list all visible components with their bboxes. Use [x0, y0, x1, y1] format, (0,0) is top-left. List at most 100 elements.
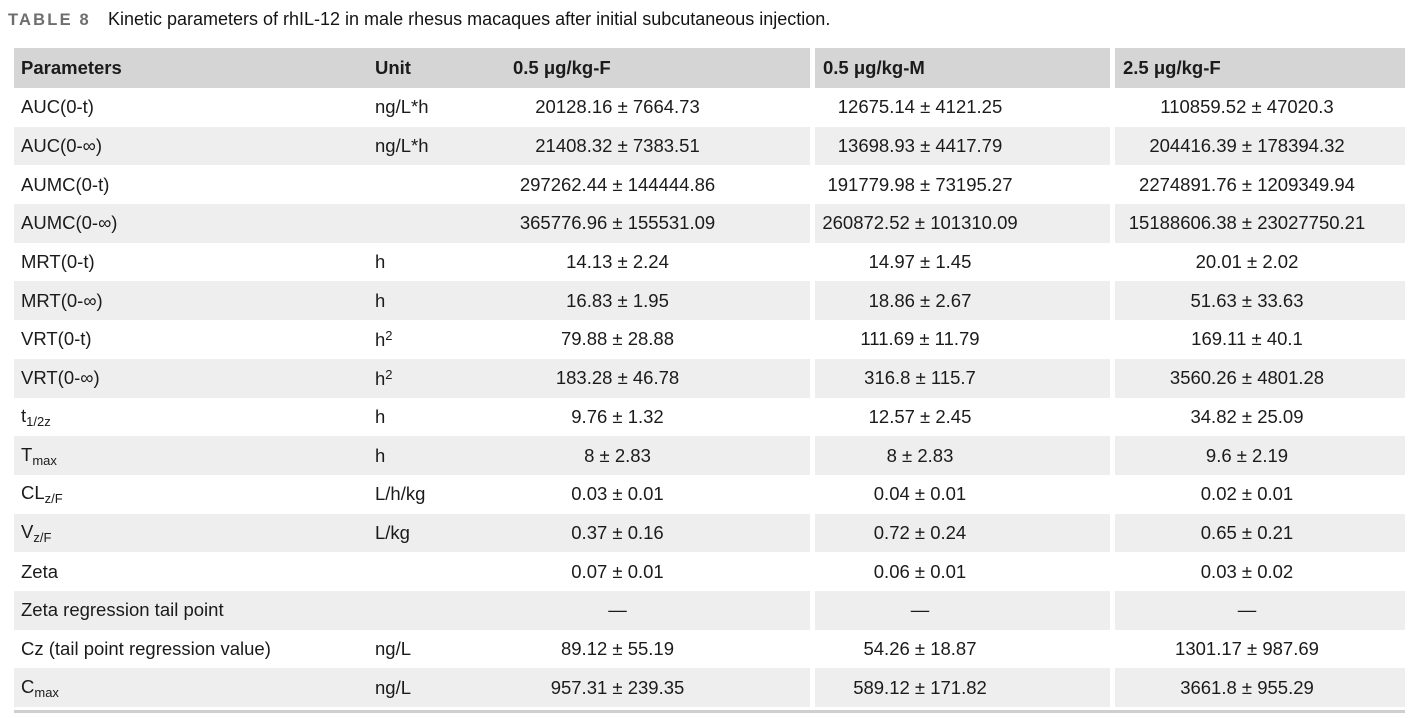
unit-cell: h — [370, 397, 505, 437]
parameter-cell: CLz/F — [14, 474, 370, 514]
parameter-cell: VRT(0-∞) — [14, 358, 370, 398]
parameter-cell: MRT(0-∞) — [14, 281, 370, 321]
unit-cell: ng/L*h — [370, 88, 505, 127]
value-cell-g3: 169.11 ± 40.1 — [1110, 320, 1405, 359]
label-text: Cz (tail point regression value) — [21, 637, 271, 659]
table-row: Cmax ng/L 957.31 ± 239.35 589.12 ± 171.82 36… — [14, 668, 1405, 707]
value-cell-g1: 0.03 ± 0.01 — [505, 474, 810, 514]
table-caption: TABLE 8 Kinetic parameters of rhIL-12 in … — [8, 9, 830, 30]
parameter-cell: Zeta — [14, 552, 370, 591]
table-row: AUMC(0-∞) 365776.96 ± 155531.09 260872.52 … — [14, 204, 1405, 243]
value-cell-g3: 110859.52 ± 47020.3 — [1110, 88, 1405, 127]
parameter-cell: AUC(0-∞) — [14, 126, 370, 166]
value-cell-g1: 9.76 ± 1.32 — [505, 397, 810, 437]
label-text: ng/L — [375, 676, 412, 698]
value-cell-g1: 0.37 ± 0.16 — [505, 513, 810, 553]
parameter-cell: Tmax — [14, 436, 370, 475]
value-cell-g1: 957.31 ± 239.35 — [505, 668, 810, 707]
value-cell-g3: 20.01 ± 2.02 — [1110, 242, 1405, 282]
subscript-text: z/F — [44, 491, 63, 507]
unit-cell: ng/L — [370, 668, 505, 707]
label-text: h — [375, 328, 386, 350]
unit-cell: h2 — [370, 358, 505, 398]
value-cell-g2: 111.69 ± 11.79 — [810, 320, 1110, 359]
unit-cell: h2 — [370, 320, 505, 359]
value-cell-g3: 0.03 ± 0.02 — [1110, 552, 1405, 591]
label-text: VRT(0-∞) — [21, 367, 100, 389]
label-text: MRT(0-t) — [21, 251, 95, 273]
value-cell-g1: 79.88 ± 28.88 — [505, 320, 810, 359]
table-row: Zeta regression tail point — — — — [14, 590, 1405, 630]
value-cell-g2: 316.8 ± 115.7 — [810, 358, 1110, 398]
table-row: MRT(0-∞) h 16.83 ± 1.95 18.86 ± 2.67 51.63 ±… — [14, 281, 1405, 321]
label-text: ng/L*h — [375, 96, 429, 118]
label-text: T — [21, 443, 33, 465]
value-cell-g3: 34.82 ± 25.09 — [1110, 397, 1405, 437]
table-body: AUC(0-t) ng/L*h 20128.16 ± 7664.73 12675.14… — [14, 88, 1405, 707]
kinetic-parameters-table: Parameters Unit 0.5 μg/kg-F 0.5 μg/kg-M 2.5 … — [14, 48, 1405, 707]
label-text: L/kg — [375, 521, 410, 543]
table-row: Vz/F L/kg 0.37 ± 0.16 0.72 ± 0.24 0.65 ± 0.2… — [14, 513, 1405, 553]
label-text: ng/L — [375, 637, 412, 659]
value-cell-g2: 0.72 ± 0.24 — [810, 513, 1110, 553]
value-cell-g1: 365776.96 ± 155531.09 — [505, 204, 810, 243]
value-cell-g1: 89.12 ± 55.19 — [505, 629, 810, 669]
value-cell-g1: 16.83 ± 1.95 — [505, 281, 810, 321]
parameter-cell: AUMC(0-∞) — [14, 204, 370, 243]
unit-cell: L/kg — [370, 513, 505, 553]
label-text: AUMC(0-t) — [21, 173, 110, 195]
value-cell-g2: 12675.14 ± 4121.25 — [810, 88, 1110, 127]
unit-cell: ng/L — [370, 629, 505, 669]
unit-cell: L/h/kg — [370, 474, 505, 514]
column-header-g2: 0.5 μg/kg-M — [810, 48, 1110, 88]
label-text: CL — [21, 482, 45, 504]
subscript-text: max — [32, 452, 57, 468]
value-cell-g3: 0.02 ± 0.01 — [1110, 474, 1405, 514]
subscript-text: z/F — [33, 529, 52, 545]
table-bottom-rule — [14, 710, 1405, 713]
parameter-cell: VRT(0-t) — [14, 320, 370, 359]
label-text: L/h/kg — [375, 483, 426, 505]
value-cell-g1: 183.28 ± 46.78 — [505, 358, 810, 398]
value-cell-g2: 12.57 ± 2.45 — [810, 397, 1110, 437]
label-text: AUMC(0-∞) — [21, 212, 118, 234]
unit-cell: ng/L*h — [370, 126, 505, 166]
table-row: Cz (tail point regression value) ng/L 89.1… — [14, 629, 1405, 669]
table-row: AUMC(0-t) 297262.44 ± 144444.86 191779.98 … — [14, 165, 1405, 205]
label-text: t — [21, 404, 27, 426]
unit-cell — [370, 165, 505, 205]
unit-cell: h — [370, 281, 505, 321]
value-cell-g1: — — [505, 590, 810, 630]
header-row: Parameters Unit 0.5 μg/kg-F 0.5 μg/kg-M 2.5 … — [14, 48, 1405, 88]
table-number-label: TABLE 8 — [8, 11, 91, 29]
parameter-cell: Zeta regression tail point — [14, 590, 370, 630]
unit-cell — [370, 552, 505, 591]
label-text: Zeta regression tail point — [21, 599, 224, 621]
parameter-cell: Cz (tail point regression value) — [14, 629, 370, 669]
table-row: AUC(0-∞) ng/L*h 21408.32 ± 7383.51 13698.93… — [14, 126, 1405, 166]
table-row: MRT(0-t) h 14.13 ± 2.24 14.97 ± 1.45 20.01 ±… — [14, 242, 1405, 282]
value-cell-g3: 3560.26 ± 4801.28 — [1110, 358, 1405, 398]
value-cell-g3: 2274891.76 ± 1209349.94 — [1110, 165, 1405, 205]
value-cell-g1: 297262.44 ± 144444.86 — [505, 165, 810, 205]
label-text: h — [375, 367, 386, 389]
parameter-cell: AUC(0-t) — [14, 88, 370, 127]
value-cell-g2: 0.04 ± 0.01 — [810, 474, 1110, 514]
label-text: C — [21, 675, 35, 697]
unit-cell — [370, 590, 505, 630]
label-text: h — [375, 444, 386, 466]
value-cell-g1: 0.07 ± 0.01 — [505, 552, 810, 591]
label-text: AUC(0-t) — [21, 96, 94, 118]
value-cell-g1: 20128.16 ± 7664.73 — [505, 88, 810, 127]
label-text: ng/L*h — [375, 135, 429, 157]
value-cell-g2: 54.26 ± 18.87 — [810, 629, 1110, 669]
parameter-cell: Vz/F — [14, 513, 370, 553]
value-cell-g3: 3661.8 ± 955.29 — [1110, 668, 1405, 707]
unit-cell — [370, 204, 505, 243]
parameter-cell: t1/2z — [14, 397, 370, 437]
value-cell-g2: 8 ± 2.83 — [810, 436, 1110, 475]
label-text: h — [375, 251, 386, 273]
value-cell-g1: 21408.32 ± 7383.51 — [505, 126, 810, 166]
value-cell-g3: — — [1110, 590, 1405, 630]
column-header-g1: 0.5 μg/kg-F — [505, 48, 810, 88]
